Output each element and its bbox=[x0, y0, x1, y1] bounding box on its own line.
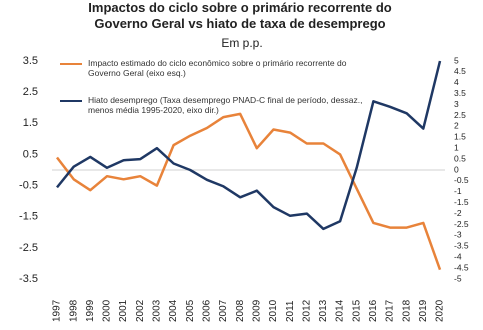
y-tick-label: 2.5 bbox=[23, 86, 38, 98]
y2-tick-label: -1 bbox=[454, 186, 462, 196]
y2-tick-label: 2 bbox=[454, 121, 459, 131]
y-tick-label: -1.5 bbox=[19, 211, 38, 223]
x-tick-label: 2002 bbox=[135, 299, 146, 322]
y2-tick-label: 5 bbox=[454, 55, 459, 65]
y-tick-label: 1.5 bbox=[23, 117, 38, 129]
x-tick-label: 1999 bbox=[85, 299, 96, 322]
y2-tick-label: 3 bbox=[454, 99, 459, 109]
y2-tick-label: 3.5 bbox=[454, 88, 466, 98]
title-box: Impactos do ciclo sobre o primário recor… bbox=[88, 0, 392, 31]
y-tick-label: -3.5 bbox=[19, 273, 38, 285]
x-tick-label: 2020 bbox=[435, 299, 446, 322]
x-tick-label: 2015 bbox=[351, 299, 362, 322]
x-tick-label: 2014 bbox=[335, 299, 346, 322]
x-tick-label: 2008 bbox=[235, 299, 246, 322]
x-tick-label: 2000 bbox=[102, 299, 113, 322]
y-tick-label: 3.5 bbox=[23, 55, 38, 67]
y2-tick-label: 0 bbox=[454, 164, 459, 174]
y2-tick-label: 4 bbox=[454, 77, 459, 87]
x-tick-label: 1997 bbox=[52, 299, 63, 322]
x-tick-label: 1998 bbox=[68, 299, 79, 322]
legend-label: Impacto estimado do ciclo econômico sobr… bbox=[88, 58, 347, 78]
y2-tick-label: -4 bbox=[454, 251, 462, 261]
x-tick-label: 2003 bbox=[152, 299, 163, 322]
x-tick-label: 2001 bbox=[118, 299, 129, 322]
y2-tick-label: 2.5 bbox=[454, 110, 466, 120]
y2-tick-label: -2 bbox=[454, 208, 462, 218]
y2-tick-label: 4.5 bbox=[454, 66, 466, 76]
legend-label: Hiato desemprego (Taxa desemprego PNAD-C… bbox=[88, 95, 363, 115]
x-tick-label: 2012 bbox=[301, 299, 312, 322]
legend-swatch bbox=[60, 100, 82, 102]
y2-tick-label: -1.5 bbox=[454, 197, 469, 207]
y2-tick-label: -4.5 bbox=[454, 262, 469, 272]
y-tick-label: -0.5 bbox=[19, 179, 38, 191]
x-tick-label: 2011 bbox=[285, 300, 296, 322]
y2-tick-label: -5 bbox=[454, 273, 462, 283]
x-tick-label: 2010 bbox=[268, 299, 279, 322]
y2-tick-label: 1 bbox=[454, 142, 459, 152]
y2-tick-label: -3 bbox=[454, 230, 462, 240]
x-tick-label: 2007 bbox=[218, 299, 229, 322]
x-tick-label: 2013 bbox=[318, 299, 329, 322]
x-tick-label: 2006 bbox=[202, 299, 213, 322]
x-tick-label: 2005 bbox=[185, 299, 196, 322]
y2-tick-label: -2.5 bbox=[454, 219, 469, 229]
x-tick-label: 2004 bbox=[168, 299, 179, 322]
x-tick-label: 2017 bbox=[385, 299, 396, 322]
x-tick-label: 2019 bbox=[418, 299, 429, 322]
y2-tick-label: 1.5 bbox=[454, 132, 466, 142]
y-tick-label: -2.5 bbox=[19, 242, 38, 254]
chart-subtitle: Em p.p. bbox=[221, 36, 262, 50]
series-line bbox=[56, 112, 442, 271]
y-tick-label: 0.5 bbox=[23, 148, 38, 160]
chart-title: Impactos do ciclo sobre o primário recor… bbox=[88, 0, 392, 31]
x-tick-label: 2016 bbox=[368, 299, 379, 322]
series-line bbox=[56, 60, 442, 231]
y2-tick-label: -3.5 bbox=[454, 241, 469, 251]
x-tick-label: 2018 bbox=[401, 299, 412, 322]
x-tick-label: 2009 bbox=[251, 299, 262, 322]
legend-swatch bbox=[60, 63, 82, 65]
y2-tick-label: 0.5 bbox=[454, 153, 466, 163]
y2-tick-label: -0.5 bbox=[454, 175, 469, 185]
